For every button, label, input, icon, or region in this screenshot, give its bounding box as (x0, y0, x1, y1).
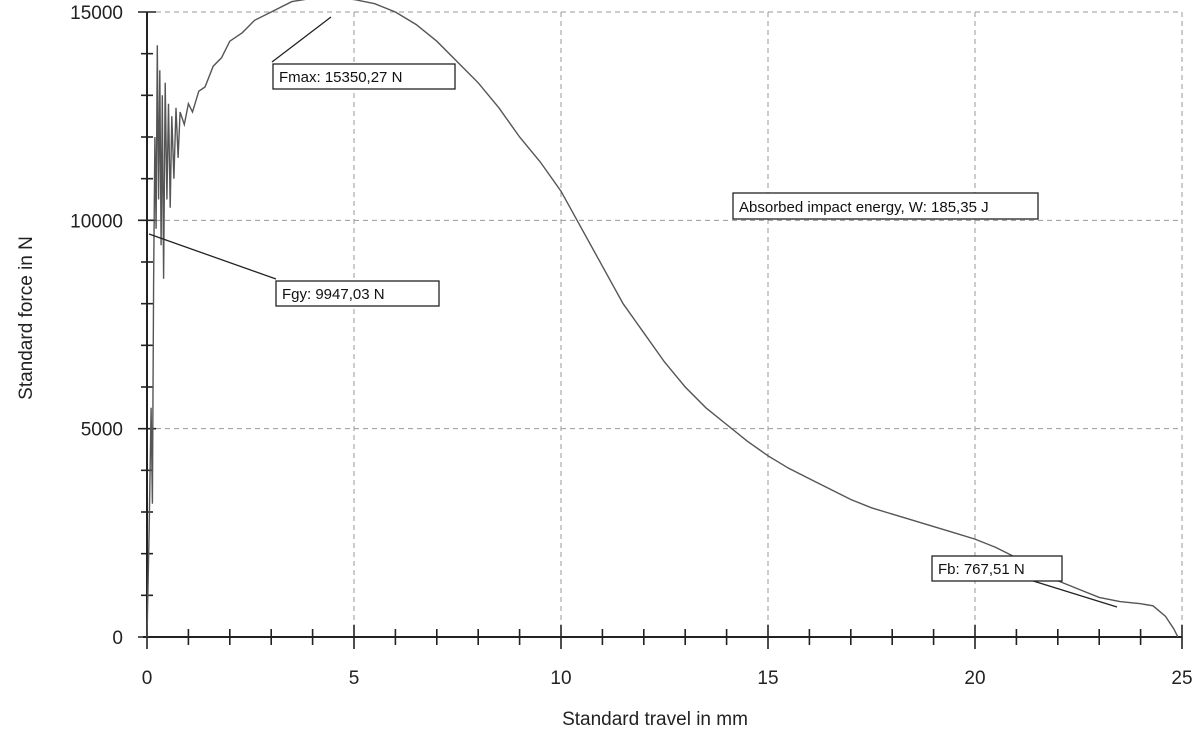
fmax-label-box (272, 63, 456, 90)
fb-label: Fb: 767,51 N (938, 561, 1025, 578)
energy-annotation: Absorbed impact energy, W: 185,35 J (732, 192, 1039, 220)
labels-layer: 0 5 10 15 20 25 0 5000 10000 15000 (70, 3, 1192, 689)
fgy-label-box (275, 280, 440, 307)
fgy-label: Fgy: 9947,03 N (282, 286, 385, 303)
x-tick-label-5: 5 (349, 668, 360, 689)
grid-layer (147, 11, 1183, 637)
x-axis-title: Standard travel in mm (562, 709, 748, 730)
fb-annotation: Fb: 767,51 N (931, 555, 1118, 608)
x-tick-label-15: 15 (757, 668, 778, 689)
y-tick-label-5000: 5000 (81, 420, 123, 441)
axes-layer (143, 12, 1182, 638)
fgy-annotation: Fgy: 9947,03 N (148, 233, 440, 307)
fgy-leader-line (148, 233, 277, 280)
y-axis-title: Standard force in N (16, 236, 37, 400)
ticks-layer (138, 11, 1183, 649)
x-tick-label-10: 10 (550, 668, 571, 689)
x-tick-label-20: 20 (964, 668, 985, 689)
energy-label: Absorbed impact energy, W: 185,35 J (739, 199, 989, 216)
fb-label-box (931, 555, 1063, 582)
fmax-leader-line (271, 16, 332, 63)
y-tick-label-10000: 10000 (70, 211, 123, 232)
fmax-label: Fmax: 15350,27 N (279, 69, 402, 86)
energy-label-box (732, 192, 1039, 220)
x-tick-label-0: 0 (142, 668, 153, 689)
force-travel-curve-0 (146, 0, 1179, 638)
y-tick-label-0: 0 (112, 628, 123, 649)
fmax-annotation: Fmax: 15350,27 N (271, 16, 456, 90)
y-tick-label-15000: 15000 (70, 3, 123, 24)
fb-leader-line (1029, 579, 1118, 608)
x-tick-label-25: 25 (1171, 668, 1192, 689)
series-layer (146, 0, 1179, 638)
